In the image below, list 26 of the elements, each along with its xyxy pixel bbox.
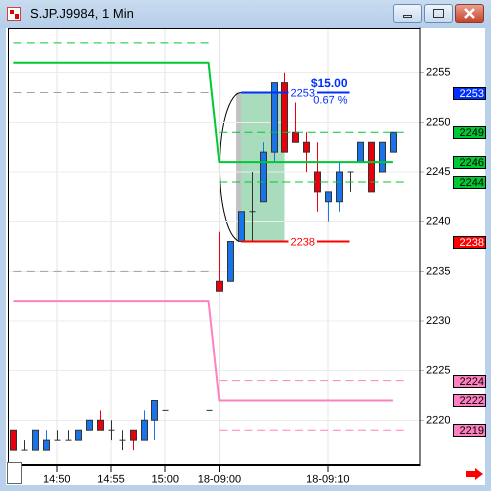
text: 2222 <box>460 395 484 408</box>
y-tick-label: 2220 <box>426 414 450 426</box>
y-tick-label: 2245 <box>426 166 450 178</box>
text: 2244 <box>460 177 484 190</box>
y-tick-label: 2230 <box>426 315 450 328</box>
x-tick-label: 18-09:00 <box>198 474 242 486</box>
y-tick-label: 2255 <box>426 66 450 79</box>
x-tick-label: 14:50 <box>43 474 71 486</box>
y-tick-label: 2240 <box>426 216 450 228</box>
x-tick-label: 15:00 <box>151 474 179 486</box>
text: 2219 <box>460 425 484 438</box>
annotation: 2238 <box>290 236 315 249</box>
text: 2224 <box>460 376 484 388</box>
text: 2238 <box>460 237 484 250</box>
x-tick-label: 18-09:10 <box>306 474 350 486</box>
chart-title: S.JP.J9984, 1 Min <box>30 6 134 21</box>
text: 2246 <box>460 157 484 170</box>
y-tick-label: 2250 <box>426 116 450 128</box>
y-tick-label: 2235 <box>426 265 450 278</box>
x-tick-label: 14:55 <box>97 474 125 486</box>
annotation: $15.00 <box>310 76 348 90</box>
text: 2253 <box>460 88 484 100</box>
annotation: 2253 <box>290 88 315 100</box>
text: 2249 <box>460 127 484 140</box>
annotation: 0.67 % <box>313 94 348 107</box>
y-tick-label: 2225 <box>426 364 450 377</box>
